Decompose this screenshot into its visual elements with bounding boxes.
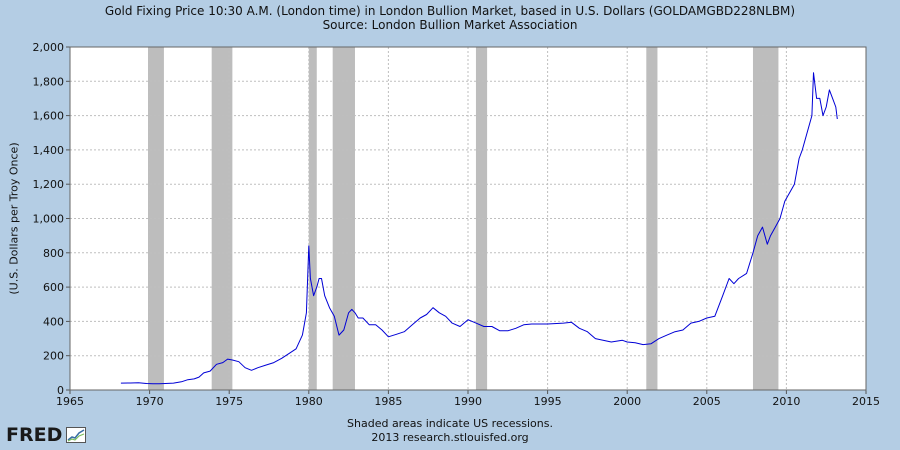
x-tick-label: 2000 bbox=[613, 395, 641, 408]
x-tick-label: 1990 bbox=[454, 395, 482, 408]
x-tick-label: 1995 bbox=[534, 395, 562, 408]
footer-recession-note: Shaded areas indicate US recessions. bbox=[347, 417, 553, 430]
x-axis-ticks: 1965 1970 1975 1980 1985 1990 1995 2000 2005 2010… bbox=[56, 390, 880, 408]
y-tick-label: 200 bbox=[43, 350, 64, 363]
recession-band bbox=[475, 47, 488, 390]
y-tick-label: 0 bbox=[57, 384, 64, 397]
y-axis-label: (U.S. Dollars per Troy Once) bbox=[7, 142, 21, 295]
fred-chart-icon bbox=[66, 427, 87, 443]
x-tick-label: 1985 bbox=[374, 395, 402, 408]
fred-logo-text: FRED bbox=[6, 424, 63, 446]
recession-band bbox=[308, 47, 317, 390]
x-tick-label: 2005 bbox=[693, 395, 721, 408]
y-tick-label: 400 bbox=[43, 315, 64, 328]
y-axis-ticks: 0 200 400 600 800 1,000 1,200 1,400 1,600 1,800 2,… bbox=[33, 41, 70, 397]
y-tick-label: 1,000 bbox=[33, 213, 65, 226]
y-tick-label: 1,800 bbox=[33, 75, 65, 88]
x-tick-label: 1975 bbox=[215, 395, 243, 408]
y-tick-label: 600 bbox=[43, 281, 64, 294]
y-tick-label: 1,400 bbox=[33, 144, 65, 157]
fred-logo: FRED bbox=[6, 424, 87, 446]
y-tick-label: 1,600 bbox=[33, 110, 65, 123]
x-tick-label: 2010 bbox=[772, 395, 800, 408]
footer-source: 2013 research.stlouisfed.org bbox=[371, 431, 529, 444]
plot-frame bbox=[69, 46, 867, 391]
y-tick-label: 1,200 bbox=[33, 178, 65, 191]
x-tick-label: 1980 bbox=[295, 395, 323, 408]
x-tick-label: 1970 bbox=[136, 395, 164, 408]
chart-subtitle: Source: London Bullion Market Associatio… bbox=[322, 18, 578, 32]
chart-title: Gold Fixing Price 10:30 A.M. (London tim… bbox=[104, 4, 796, 18]
x-tick-label: 2015 bbox=[852, 395, 880, 408]
series-layer bbox=[120, 72, 838, 385]
y-tick-label: 800 bbox=[43, 247, 64, 260]
series-line bbox=[120, 72, 838, 385]
x-tick-label: 1965 bbox=[56, 395, 84, 408]
y-tick-label: 2,000 bbox=[33, 41, 65, 54]
